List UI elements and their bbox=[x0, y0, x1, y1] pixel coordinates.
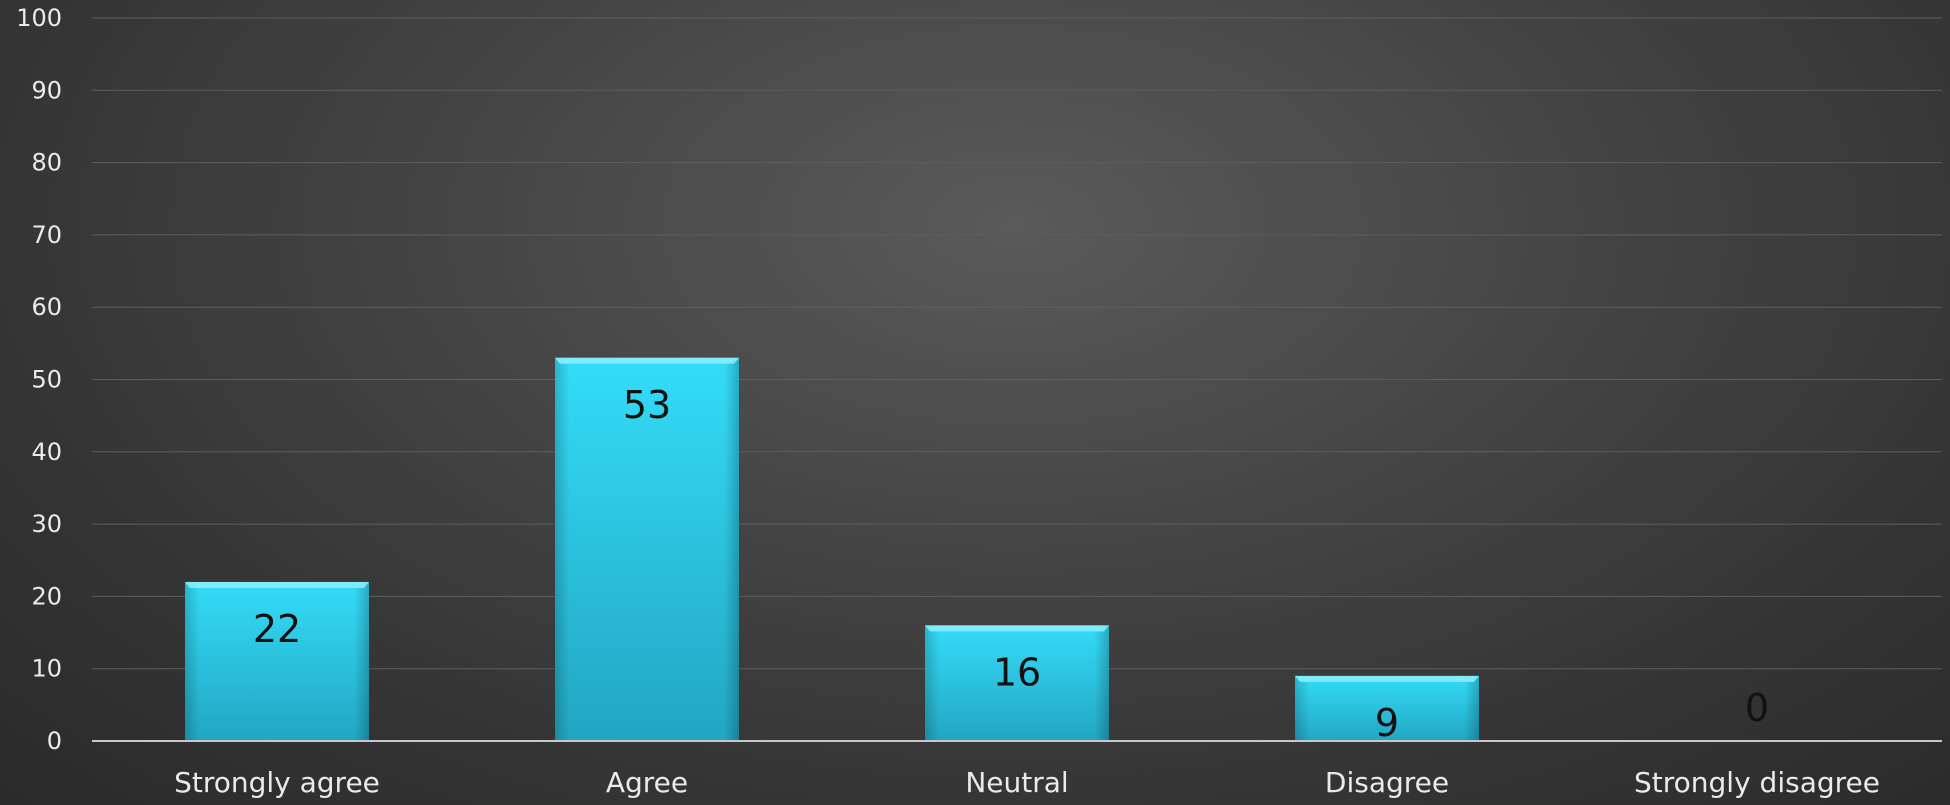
data-label: 16 bbox=[993, 650, 1041, 694]
y-tick-label: 70 bbox=[31, 221, 62, 249]
y-tick-label: 50 bbox=[31, 366, 62, 394]
bar-neutral bbox=[925, 625, 1109, 741]
bar-shade bbox=[925, 625, 1109, 741]
data-label: 22 bbox=[253, 607, 301, 651]
y-tick-label: 80 bbox=[31, 149, 62, 177]
bar-shade bbox=[555, 357, 739, 741]
bar-top-bevel bbox=[925, 625, 1109, 632]
x-category-label: Neutral bbox=[965, 766, 1068, 799]
y-tick-label: 0 bbox=[47, 727, 62, 755]
bar-shade bbox=[1295, 675, 1479, 741]
data-labels: 22 53 16 9 0 bbox=[253, 383, 1769, 745]
x-category-label: Agree bbox=[606, 766, 688, 799]
gridlines bbox=[92, 17, 1942, 670]
x-category-label: Disagree bbox=[1325, 766, 1449, 799]
x-axis-category-labels: Strongly agree Agree Neutral Disagree Strong… bbox=[174, 766, 1880, 799]
bar-disagree bbox=[1295, 675, 1479, 741]
y-tick-label: 20 bbox=[31, 582, 62, 610]
bar-shade bbox=[185, 581, 369, 741]
y-tick-label: 60 bbox=[31, 293, 62, 321]
data-label: 0 bbox=[1745, 686, 1769, 730]
bar-top-bevel bbox=[555, 357, 739, 364]
bar-top-bevel bbox=[185, 581, 369, 588]
y-tick-label: 40 bbox=[31, 438, 62, 466]
y-tick-label: 10 bbox=[31, 655, 62, 683]
bar-strongly-agree bbox=[185, 581, 369, 741]
x-category-label: Strongly agree bbox=[174, 766, 380, 799]
bar-agree bbox=[555, 357, 739, 741]
bar-top-bevel bbox=[1295, 675, 1479, 682]
y-tick-label: 100 bbox=[16, 4, 62, 32]
y-axis-tick-labels: 0 10 20 30 40 50 60 70 80 90 100 bbox=[16, 4, 62, 755]
data-label: 9 bbox=[1375, 701, 1399, 745]
x-category-label: Strongly disagree bbox=[1634, 766, 1880, 799]
bars bbox=[185, 357, 1479, 741]
y-tick-label: 90 bbox=[31, 76, 62, 104]
data-label: 53 bbox=[623, 383, 671, 427]
y-tick-label: 30 bbox=[31, 510, 62, 538]
